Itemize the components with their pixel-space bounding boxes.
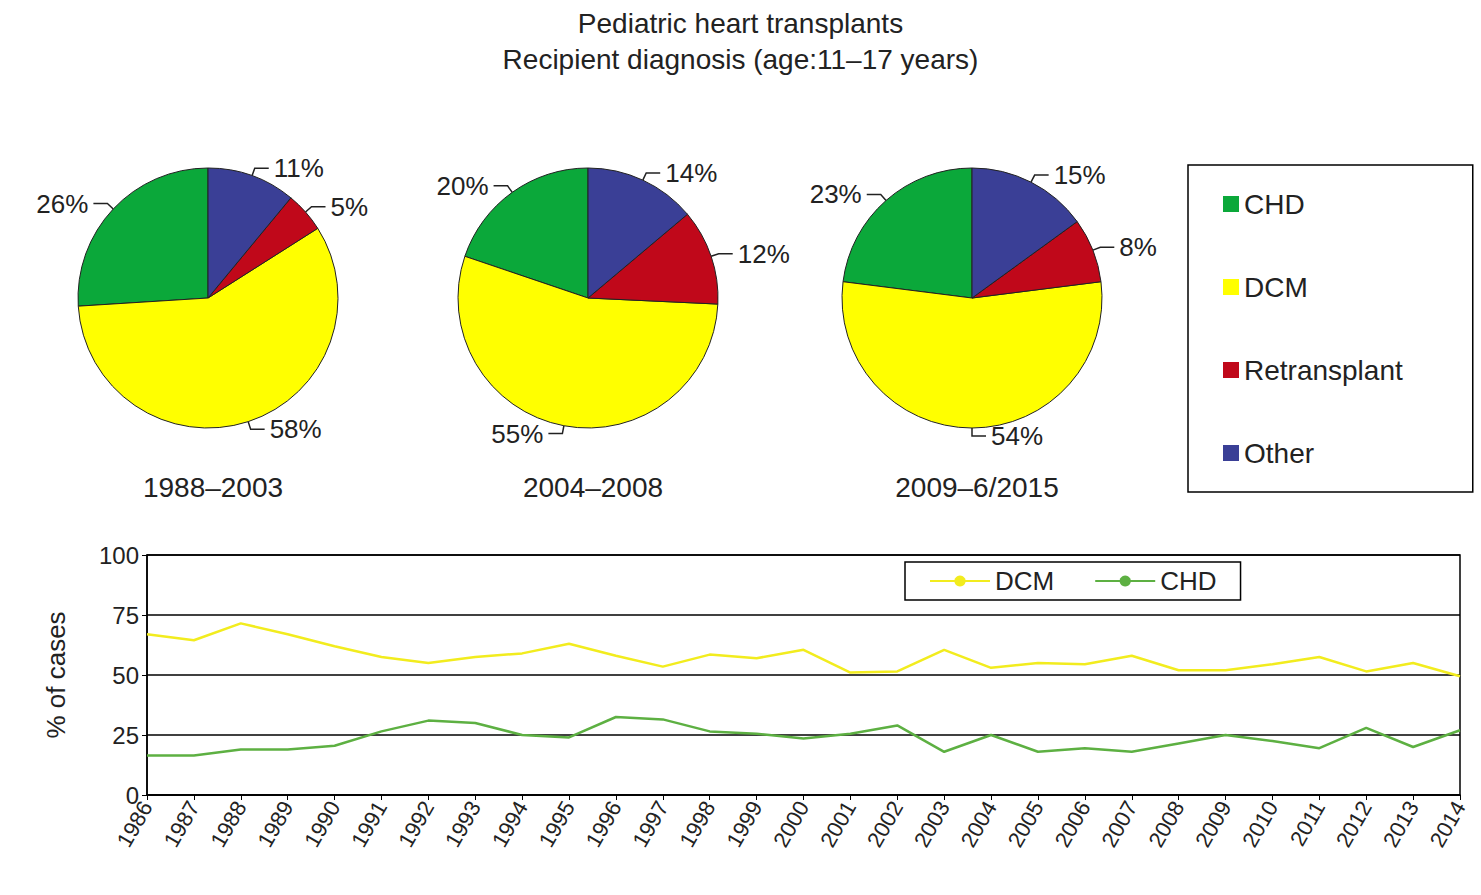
svg-text:1994: 1994	[487, 797, 533, 852]
svg-text:14%: 14%	[665, 158, 717, 188]
svg-text:2007: 2007	[1096, 797, 1142, 852]
svg-text:1999: 1999	[721, 797, 767, 852]
svg-text:12%: 12%	[738, 239, 790, 269]
svg-text:2014: 2014	[1425, 797, 1471, 852]
svg-text:% of cases: % of cases	[41, 611, 71, 738]
svg-text:CHD: CHD	[1244, 189, 1305, 220]
svg-text:1997: 1997	[628, 797, 674, 852]
svg-text:2005: 2005	[1003, 797, 1049, 852]
svg-text:1989: 1989	[252, 797, 298, 852]
svg-text:1988–2003: 1988–2003	[143, 472, 283, 503]
svg-text:1995: 1995	[534, 797, 580, 852]
svg-text:20%: 20%	[437, 171, 489, 201]
svg-text:23%: 23%	[810, 179, 862, 209]
svg-text:54%: 54%	[991, 421, 1043, 451]
svg-text:Pediatric heart transplants: Pediatric heart transplants	[578, 8, 903, 39]
svg-text:2002: 2002	[862, 797, 908, 852]
svg-text:2008: 2008	[1143, 797, 1189, 852]
svg-text:Retransplant: Retransplant	[1244, 355, 1403, 386]
svg-text:8%: 8%	[1119, 232, 1157, 262]
svg-text:2004: 2004	[956, 797, 1002, 852]
svg-text:1998: 1998	[674, 797, 720, 852]
svg-text:50: 50	[112, 662, 139, 689]
svg-text:1996: 1996	[581, 797, 627, 852]
svg-text:2009: 2009	[1190, 797, 1236, 852]
svg-text:Other: Other	[1244, 438, 1314, 469]
svg-text:DCM: DCM	[995, 566, 1054, 596]
svg-text:15%: 15%	[1054, 160, 1106, 190]
svg-text:1990: 1990	[299, 797, 345, 852]
svg-text:1992: 1992	[393, 797, 439, 852]
svg-text:2004–2008: 2004–2008	[523, 472, 663, 503]
svg-text:58%: 58%	[270, 414, 322, 444]
svg-text:1991: 1991	[346, 797, 392, 852]
svg-text:2010: 2010	[1237, 797, 1283, 852]
svg-text:Recipient diagnosis (age:11–17: Recipient diagnosis (age:11–17 years)	[503, 44, 979, 75]
svg-text:75: 75	[112, 602, 139, 629]
svg-text:2003: 2003	[909, 797, 955, 852]
svg-text:2011: 2011	[1285, 797, 1330, 850]
svg-text:26%: 26%	[36, 189, 88, 219]
svg-text:1987: 1987	[159, 797, 205, 852]
svg-text:2013: 2013	[1378, 797, 1424, 852]
svg-text:2000: 2000	[768, 797, 814, 852]
svg-text:CHD: CHD	[1160, 566, 1216, 596]
svg-text:2001: 2001	[815, 797, 861, 852]
svg-text:55%: 55%	[491, 419, 543, 449]
svg-text:25: 25	[112, 722, 139, 749]
svg-text:DCM: DCM	[1244, 272, 1308, 303]
svg-text:5%: 5%	[331, 192, 369, 222]
svg-text:100: 100	[99, 542, 139, 569]
svg-text:1993: 1993	[440, 797, 486, 852]
svg-text:1986: 1986	[112, 797, 158, 852]
svg-text:1988: 1988	[205, 797, 251, 852]
svg-text:11%: 11%	[274, 153, 324, 183]
svg-text:2012: 2012	[1331, 797, 1377, 852]
svg-text:2006: 2006	[1050, 797, 1096, 852]
svg-text:2009–6/2015: 2009–6/2015	[895, 472, 1059, 503]
svg-text:0: 0	[125, 781, 139, 809]
